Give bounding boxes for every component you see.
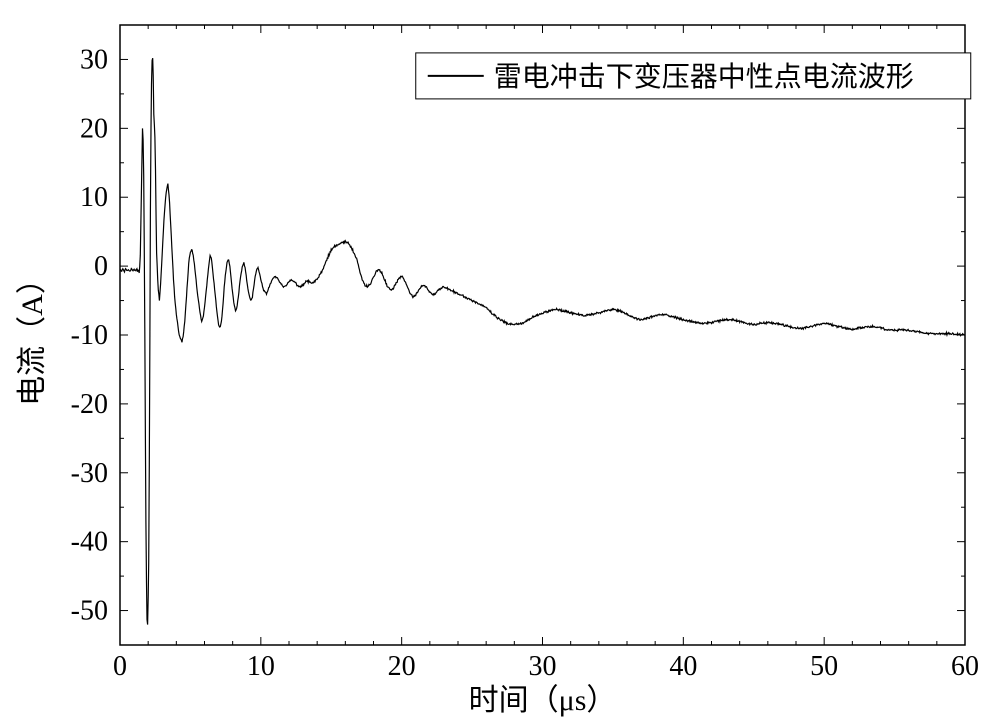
chart-container: 0102030405060-50-40-30-20-100102030时间（μs… xyxy=(0,0,1000,728)
waveform-line xyxy=(120,58,965,625)
x-axis-label: 时间（μs） xyxy=(469,684,617,717)
y-tick-label: 0 xyxy=(94,251,108,282)
x-tick-label: 50 xyxy=(810,651,838,682)
plot-border xyxy=(120,25,965,645)
y-tick-label: 30 xyxy=(80,44,108,75)
y-tick-label: 20 xyxy=(80,113,108,144)
x-tick-label: 0 xyxy=(113,651,127,682)
y-axis-label: 电流（A） xyxy=(16,264,49,406)
y-tick-label: -40 xyxy=(71,527,108,558)
legend-label: 雷电冲击下变压器中性点电流波形 xyxy=(494,61,914,93)
x-tick-label: 10 xyxy=(247,651,275,682)
y-tick-label: -50 xyxy=(71,596,108,627)
x-tick-label: 60 xyxy=(951,651,979,682)
y-tick-label: 10 xyxy=(80,182,108,213)
x-tick-label: 40 xyxy=(669,651,697,682)
y-tick-label: -30 xyxy=(71,458,108,489)
x-tick-label: 20 xyxy=(388,651,416,682)
x-tick-label: 30 xyxy=(529,651,557,682)
y-tick-label: -20 xyxy=(71,389,108,420)
waveform-chart: 0102030405060-50-40-30-20-100102030时间（μs… xyxy=(0,0,1000,728)
y-tick-label: -10 xyxy=(71,320,108,351)
